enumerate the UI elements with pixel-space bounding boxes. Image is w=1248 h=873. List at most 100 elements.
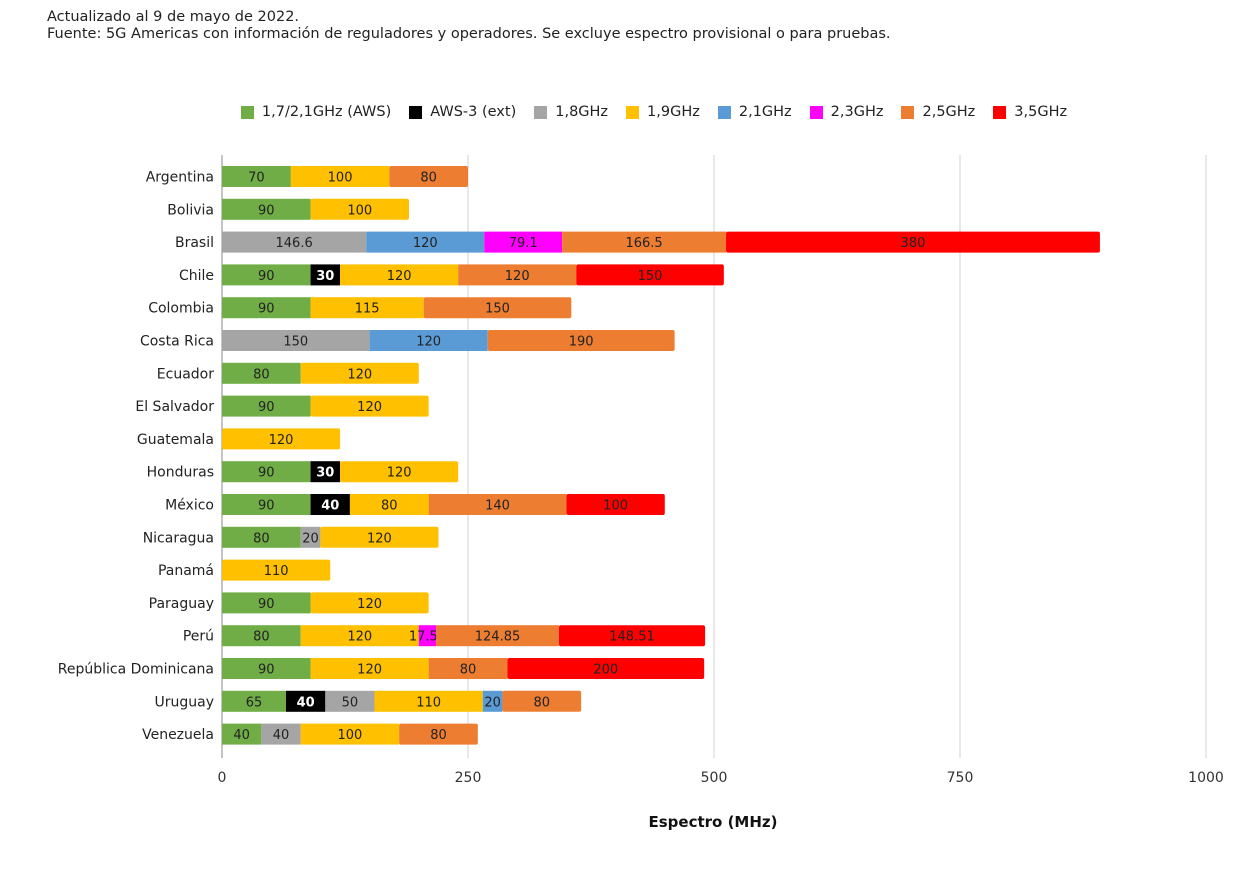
bar-segment bbox=[423, 297, 572, 319]
legend-swatch bbox=[901, 105, 915, 119]
source-note: Fuente: 5G Americas con información de r… bbox=[47, 26, 891, 42]
data-label: 120 bbox=[357, 597, 382, 612]
bar-segment bbox=[222, 297, 311, 319]
bar-segment bbox=[487, 330, 675, 351]
data-label: 70 bbox=[248, 171, 265, 186]
bar-segment bbox=[428, 494, 567, 515]
bar-segment bbox=[436, 625, 559, 647]
category-label: Perú bbox=[183, 629, 214, 645]
data-label: 124.85 bbox=[475, 630, 521, 645]
data-label: 120 bbox=[357, 400, 382, 415]
category-label: México bbox=[165, 498, 214, 514]
x-tick-label: 500 bbox=[701, 770, 728, 786]
bar-segment bbox=[285, 690, 326, 712]
data-label: 20 bbox=[484, 695, 501, 710]
bar-segment bbox=[418, 625, 437, 647]
data-label: 120 bbox=[357, 663, 382, 678]
bar-segment bbox=[222, 231, 367, 253]
data-label: 80 bbox=[253, 531, 270, 546]
bar-segment bbox=[576, 264, 724, 286]
legend-label: AWS-3 (ext) bbox=[430, 104, 517, 120]
bar-segment bbox=[310, 592, 429, 614]
data-label: 148.51 bbox=[609, 630, 655, 645]
legend-label: 2,3GHz bbox=[830, 104, 884, 120]
data-label: 90 bbox=[258, 400, 275, 415]
category-label: Panamá bbox=[158, 563, 214, 579]
legend-item: 3,5GHz bbox=[993, 104, 1067, 120]
category-label: República Dominicana bbox=[58, 662, 214, 678]
data-label: 380 bbox=[901, 236, 926, 251]
legend-label: 1,8GHz bbox=[555, 104, 609, 120]
bar-segment bbox=[310, 264, 341, 286]
bar-segment bbox=[222, 362, 301, 384]
bar-segment bbox=[320, 526, 439, 548]
data-label: 90 bbox=[258, 269, 275, 284]
bar-segment bbox=[222, 658, 311, 679]
data-label: 100 bbox=[603, 499, 628, 514]
bar-segment bbox=[389, 166, 468, 187]
data-label: 79.1 bbox=[509, 236, 538, 251]
data-label: 115 bbox=[355, 302, 380, 317]
bar-segment bbox=[310, 198, 409, 220]
data-label: 40 bbox=[297, 695, 315, 710]
bar-segment bbox=[222, 690, 286, 712]
category-label: Honduras bbox=[147, 465, 214, 481]
bar-segment bbox=[340, 264, 459, 286]
legend-swatch bbox=[717, 105, 731, 119]
bar-segment bbox=[222, 330, 370, 351]
bar-segment bbox=[310, 494, 350, 515]
legend-item: 1,9GHz bbox=[626, 104, 700, 120]
bar-segment bbox=[484, 231, 563, 253]
category-label: Argentina bbox=[146, 170, 214, 186]
data-label: 120 bbox=[505, 269, 530, 284]
data-label: 90 bbox=[258, 499, 275, 514]
data-label: 80 bbox=[253, 367, 270, 382]
legend-item: 1,7/2,1GHz (AWS) bbox=[240, 104, 391, 120]
data-label: 120 bbox=[413, 236, 438, 251]
bar-segment bbox=[261, 723, 301, 745]
bar-segment bbox=[428, 658, 508, 679]
bar-segment bbox=[507, 658, 705, 679]
data-label: 90 bbox=[258, 597, 275, 612]
legend-label: 2,5GHz bbox=[922, 104, 976, 120]
category-label: Bolivia bbox=[167, 202, 214, 218]
data-label: 120 bbox=[269, 433, 294, 448]
bar-segment bbox=[222, 395, 311, 417]
data-label: 150 bbox=[283, 335, 308, 350]
data-label: 150 bbox=[638, 269, 663, 284]
bar-segment bbox=[222, 526, 301, 548]
data-label: 120 bbox=[416, 335, 441, 350]
bar-segment bbox=[222, 166, 291, 187]
data-label: 80 bbox=[534, 695, 551, 710]
bar-segment bbox=[222, 461, 311, 483]
x-tick-label: 1000 bbox=[1188, 770, 1224, 786]
data-label: 65 bbox=[246, 695, 263, 710]
bar-segment bbox=[310, 297, 424, 319]
legend-item: 2,3GHz bbox=[809, 104, 884, 120]
data-label: 190 bbox=[569, 335, 594, 350]
bar-segment bbox=[558, 625, 706, 647]
bar-segment bbox=[310, 461, 341, 483]
data-label: 100 bbox=[338, 728, 363, 743]
data-label: 40 bbox=[273, 728, 290, 743]
data-label: 80 bbox=[430, 728, 447, 743]
bar-segment bbox=[399, 723, 478, 745]
bar-segment bbox=[310, 395, 429, 417]
bar-segment bbox=[222, 494, 311, 515]
chart-notes: Actualizado al 9 de mayo de 2022. Fuente… bbox=[47, 9, 891, 43]
data-label: 110 bbox=[416, 695, 441, 710]
data-label: 90 bbox=[258, 302, 275, 317]
bar-segment bbox=[325, 690, 375, 712]
data-label: 120 bbox=[347, 367, 372, 382]
data-label: 80 bbox=[460, 663, 477, 678]
legend-label: 1,9GHz bbox=[647, 104, 700, 120]
category-label: Colombia bbox=[148, 301, 214, 317]
data-label: 120 bbox=[367, 531, 392, 546]
bar-segment bbox=[222, 559, 331, 581]
category-label: Uruguay bbox=[155, 694, 215, 710]
legend-swatch bbox=[993, 105, 1007, 119]
legend-label: 2,1GHz bbox=[738, 104, 792, 120]
data-label: 40 bbox=[233, 728, 250, 743]
x-tick-label: 750 bbox=[947, 770, 974, 786]
legend-label: 3,5GHz bbox=[1014, 104, 1068, 120]
